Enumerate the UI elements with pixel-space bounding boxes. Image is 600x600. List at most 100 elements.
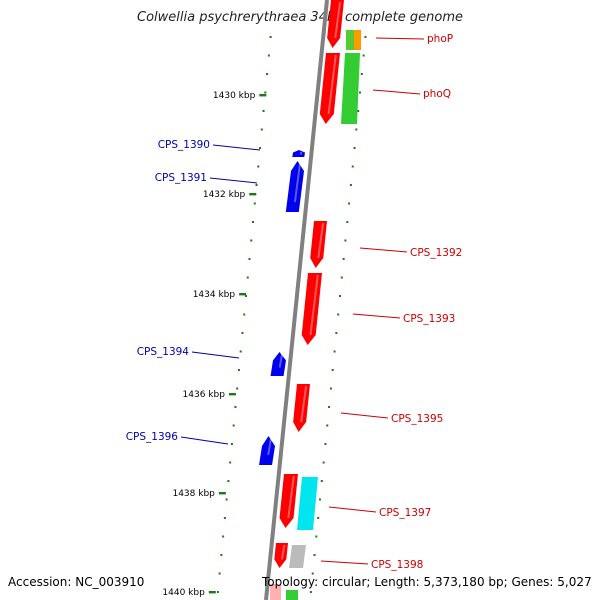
gene-label-cps1396: CPS_1396: [126, 431, 179, 443]
tick-dot: [309, 591, 312, 593]
tick-dot: [353, 147, 356, 149]
tick-dot: [344, 239, 347, 242]
gene-phop-track-block: [346, 30, 354, 50]
tick-dot: [252, 221, 255, 223]
axis-tick-mark: [239, 293, 247, 296]
tick-dot: [266, 73, 269, 75]
gene-cps1393-arrow: [301, 273, 322, 345]
tick-dot: [351, 165, 354, 168]
gene-label-cps1390: CPS_1390: [158, 139, 210, 151]
gene-label-cps1390-leader: [212, 144, 261, 151]
tick-dot: [317, 517, 320, 519]
gene-cps1391-arrow-body: [285, 161, 304, 212]
tick-dot: [248, 258, 251, 260]
tick-dot: [328, 406, 331, 408]
tick-dot: [269, 36, 272, 38]
gene-cps1391-arrow-shine: [293, 162, 302, 203]
gene-label-cps1397: CPS_1397: [379, 507, 431, 519]
gene-cps1392-arrow-body: [310, 221, 327, 268]
gene-cps1398-arrow: [274, 543, 288, 568]
gene-cps1392-arrow: [310, 221, 327, 268]
gene-cps1395-arrow-body: [293, 384, 310, 432]
gene-cps1390-arrow-shine: [299, 151, 303, 155]
tick-dot: [357, 110, 360, 112]
axis-tick-label: 1432 kbp: [203, 190, 246, 200]
axis-ticks: 1430 kbp 1432 kbp 1434 kbp 1436 kbp 1438 kbp…: [162, 91, 267, 598]
gene-cps1395-arrow: [293, 384, 310, 432]
tick-dot: [220, 554, 223, 556]
tick-dot: [320, 480, 323, 482]
gene-next-track-block: [286, 590, 298, 600]
gene-cps1396-arrow-body: [259, 436, 275, 465]
gene-label-cps1397-leader: [328, 506, 377, 513]
tick-dot: [267, 54, 270, 57]
gene-phoq-arrow: [319, 53, 340, 124]
tick-dot: [225, 498, 228, 501]
gene-cps1393-arrow-shine: [309, 274, 319, 336]
gene-label-cps1395-leader: [340, 412, 389, 419]
tick-dot: [234, 406, 237, 408]
gene-cps1398-arrow-body: [274, 543, 288, 568]
tick-dot: [223, 517, 226, 519]
gene-cps1397-arrow: [279, 474, 298, 528]
gene-label-cps1395: CPS_1395: [391, 413, 443, 425]
tick-dot: [313, 554, 316, 556]
tick-dot: [255, 184, 258, 186]
gene-cps1394-arrow-shine: [278, 353, 284, 368]
gene-next-fwd-block: [270, 584, 281, 600]
tick-dot: [262, 110, 265, 112]
gene-cps1392-arrow-shine: [317, 222, 325, 259]
tick-dot: [337, 313, 340, 316]
gene-label-phop: phoP: [427, 33, 453, 45]
gene-label-cps1398: CPS_1398: [371, 559, 423, 571]
tick-dot: [346, 221, 349, 223]
gene-label-cps1393-leader: [352, 313, 401, 319]
gene-cps1397-arrow-body: [279, 474, 298, 528]
gene-phoq-arrow-shine: [327, 54, 337, 115]
tick-dot: [364, 36, 367, 38]
gene-features: [259, 0, 361, 600]
tick-dot: [232, 424, 235, 427]
axis-tick-mark: [249, 193, 257, 196]
tick-dot: [322, 461, 325, 464]
axis-tick-mark: [218, 492, 226, 495]
gene-phop-arrow: [327, 0, 344, 48]
tick-dots: [216, 36, 367, 593]
gene-phoq-arrow-body: [319, 53, 340, 124]
gene-phop-arrow-body: [327, 0, 344, 48]
tick-dot: [335, 332, 338, 334]
gene-cps1398-arrow-shine: [280, 544, 286, 560]
gene-label-cps1391: CPS_1391: [155, 172, 207, 184]
tick-dot: [239, 350, 242, 353]
tick-dot: [360, 73, 363, 75]
axis-tick-label: 1440 kbp: [162, 588, 205, 598]
tick-dot: [230, 443, 233, 445]
axis-tick-label: 1430 kbp: [213, 91, 256, 101]
tick-dot: [218, 572, 221, 575]
gene-cps1394-arrow-body: [270, 352, 286, 376]
tick-dot: [241, 332, 244, 334]
tick-dot: [237, 369, 240, 371]
tick-dot: [244, 295, 247, 297]
gene-phop-arrow-shine: [334, 1, 342, 39]
gene-cps1396-arrow-shine: [267, 437, 273, 456]
tick-dot: [329, 387, 332, 390]
tick-dot: [216, 591, 219, 593]
gene-cps1390-arrow-body: [292, 150, 305, 157]
tick-dot: [348, 202, 351, 205]
gene-cps1398-track-block: [289, 545, 306, 568]
gene-phop-extra-block: [354, 30, 361, 50]
axis-tick-mark: [228, 393, 236, 396]
map-title: Colwellia psychrerythraea 34H, complete …: [137, 10, 463, 25]
tick-dot: [342, 258, 345, 260]
tick-dot: [243, 313, 246, 316]
tick-dot: [355, 128, 358, 131]
tick-dot: [362, 54, 365, 57]
tick-dot: [318, 498, 321, 501]
tick-dot: [311, 572, 314, 575]
gene-cps1391-arrow: [285, 161, 304, 212]
tick-dot: [349, 184, 352, 186]
backbone-line: [264, 0, 329, 600]
tick-dot: [259, 147, 262, 149]
gene-label-cps1394-leader: [191, 351, 240, 359]
